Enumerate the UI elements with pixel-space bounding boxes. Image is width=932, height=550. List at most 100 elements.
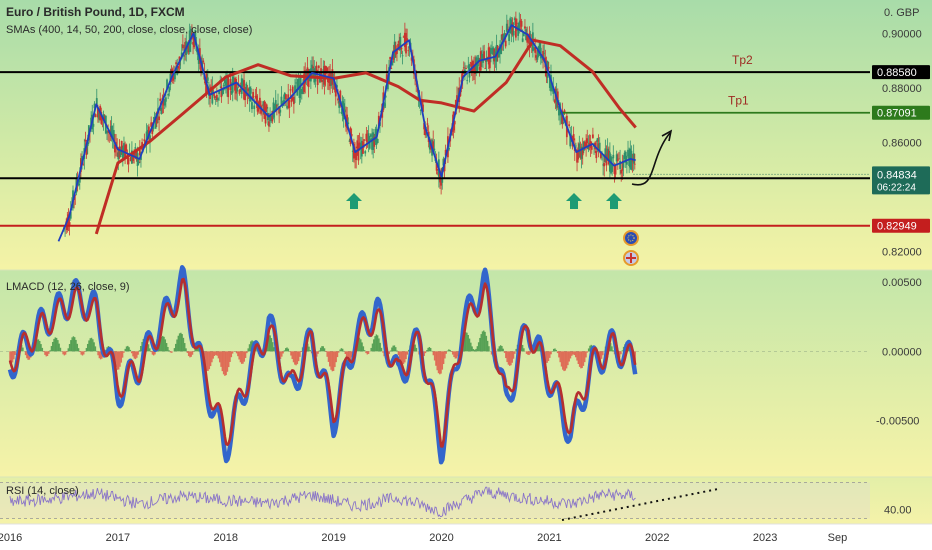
candle-body [145,131,148,144]
candle-body [480,53,483,61]
candle-body [436,172,439,174]
candle-body [466,79,469,81]
rsi-legend: RSI (14, close) [6,485,79,497]
macd-histogram-bar [186,351,189,353]
candle-body [487,47,490,65]
candle-body [330,80,333,86]
macd-histogram-bar [149,348,151,352]
macd-histogram-bar [286,347,288,352]
macd-histogram-bar [457,351,459,357]
macd-histogram-bar [576,351,578,361]
macd-histogram-bar [499,345,502,352]
macd-histogram-bar [472,348,475,352]
candle-body [174,70,176,80]
candle-body [406,38,409,42]
macd-histogram-bar [46,351,49,357]
candle-body [158,116,160,121]
candle-body [562,122,565,124]
macd-histogram-bar [367,351,370,354]
macd-histogram-bar [235,351,238,354]
macd-histogram-bar [436,351,438,371]
rsi-trend-line[interactable] [561,488,719,521]
macd-histogram-bar [371,343,374,352]
candle-body [292,96,295,105]
candle-body [520,21,523,27]
macd-histogram-bar [160,336,163,352]
macd-histogram-bar [485,335,488,352]
price-level-badge[interactable] [872,105,930,120]
candle-body [518,21,521,30]
candle-body [95,98,98,105]
time-axis-tick: 2019 [321,532,345,544]
macd-histogram-bar [393,345,396,352]
candle-body [607,150,610,165]
candle-body [347,122,350,124]
macd-histogram-bar [211,351,213,363]
macd-histogram-bar [285,348,287,352]
macd-histogram-bar [338,351,340,353]
candle-body [604,148,607,163]
macd-histogram-bar [464,332,467,352]
candle-body [576,149,578,163]
macd-histogram-bar [505,351,507,359]
currency-label: 0. GBP [884,7,919,19]
candle-body [283,92,286,100]
price-level-badge-label: 0.82949 [877,221,917,233]
macd-histogram-bar [273,347,275,352]
macd-histogram-bar [9,351,11,364]
candle-body [193,33,196,48]
uk-flag-event-icon[interactable] [623,250,639,266]
macd-histogram-bar [586,351,589,353]
candle-body [265,104,268,109]
candle-body [338,100,341,108]
macd-histogram-bar [501,346,503,352]
candle-body [315,65,318,75]
macd-histogram-bar [49,350,51,352]
macd-histogram-bar [180,332,182,352]
eu-flag-event-icon[interactable] [623,230,639,246]
macd-histogram-bar [433,351,436,361]
price-level-badge[interactable] [872,65,930,80]
macd-histogram-bar [177,335,179,352]
macd-histogram-bar [628,347,630,352]
macd-histogram-bar [184,343,186,352]
current-price-badge[interactable] [872,166,930,195]
macd-histogram-bar [528,351,530,356]
candle-body [130,150,133,164]
candle-body [553,100,556,102]
candle-body [366,140,369,142]
candle-body [183,54,185,57]
macd-histogram-bar [529,351,532,354]
candle-body [625,161,628,165]
macd-histogram-bar [15,350,18,352]
projection-arrow[interactable] [631,129,673,186]
candle-body [622,160,625,168]
time-axis[interactable] [0,524,932,550]
rsi-scale[interactable] [870,477,932,524]
candle-body [490,47,492,54]
price-level-badge[interactable] [872,218,930,233]
macd-histogram-bar [308,346,310,352]
macd-scale[interactable] [870,270,932,477]
macd-histogram-bar [568,351,570,362]
macd-histogram-bar [565,351,568,369]
macd-histogram-bar [395,347,397,352]
candle-body [612,154,615,159]
macd-histogram-bar [159,339,161,352]
macd-histogram-bar [83,351,85,355]
candle-body [334,86,337,97]
macd-histogram-bar [134,351,137,360]
candle-body [358,142,361,149]
price-level-badge-label: 0.88580 [877,67,917,79]
macd-histogram-bar [340,348,343,352]
macd-histogram-bar [221,351,223,372]
candle-body [154,118,157,129]
candle-body [221,89,224,95]
macd-histogram-bar [558,351,560,358]
macd-histogram-bar [373,339,375,352]
macd-histogram-bar [404,351,406,363]
signal-line [8,277,637,448]
macd-histogram-bar [45,351,47,357]
candle-body [616,159,619,162]
